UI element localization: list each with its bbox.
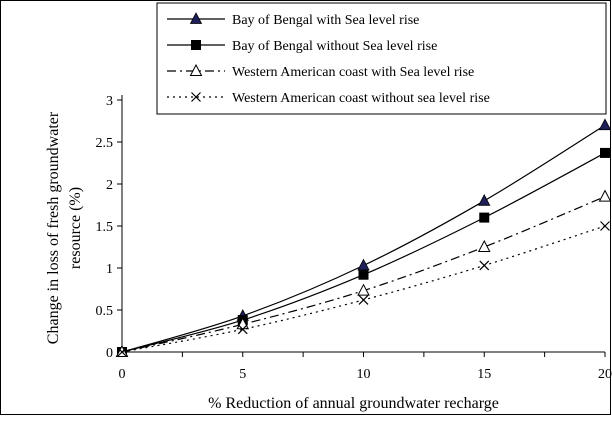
y-tick-label: 3 [106, 94, 113, 109]
x-tick-label: 0 [119, 367, 126, 382]
data-point-series-0 [478, 193, 491, 206]
legend-label: Western American coast with Sea level ri… [232, 65, 474, 80]
data-point-series-2 [357, 283, 370, 296]
x-axis-title: % Reduction of annual groundwater rechar… [208, 395, 499, 412]
y-axis-title-line: resource (%) [67, 187, 84, 269]
legend-label: Bay of Bengal without Sea level rise [232, 39, 437, 54]
x-tick-label: 15 [477, 367, 491, 382]
legend-marker-2 [189, 63, 203, 76]
y-tick-label: 1 [106, 262, 113, 277]
y-axis-title: Change in loss of fresh groundwater resou… [45, 111, 84, 344]
legend-box [156, 2, 607, 115]
legend-marker-0 [189, 12, 203, 24]
y-tick-label: 2.5 [96, 136, 114, 151]
data-point-series-1 [358, 269, 369, 280]
y-axis-title-line: Change in loss of fresh groundwater [45, 111, 62, 344]
data-point-series-3 [479, 260, 490, 271]
data-point-series-2 [477, 239, 491, 252]
data-point-series-3 [358, 294, 369, 305]
data-point-series-3 [117, 347, 127, 357]
y-tick-label: 0 [106, 346, 113, 361]
legend-label: Western American coast without sea level… [232, 91, 490, 106]
data-point-series-0 [598, 118, 612, 131]
data-point-series-3 [237, 324, 248, 335]
x-tick-label: 20 [598, 367, 612, 382]
legend-marker-1 [191, 40, 201, 50]
y-tick-label: 0.5 [96, 304, 114, 319]
data-point-series-2 [598, 189, 612, 202]
x-tick-label: 10 [357, 367, 371, 382]
x-tick-label: 5 [239, 367, 246, 382]
data-point-series-1 [479, 212, 490, 223]
legend-label: Bay of Bengal with Sea level rise [232, 13, 419, 28]
data-point-series-1 [600, 147, 610, 158]
legend-marker-3 [191, 92, 201, 102]
y-tick-label: 2 [106, 178, 113, 193]
y-tick-label: 1.5 [96, 220, 114, 235]
data-point-series-3 [600, 221, 610, 231]
